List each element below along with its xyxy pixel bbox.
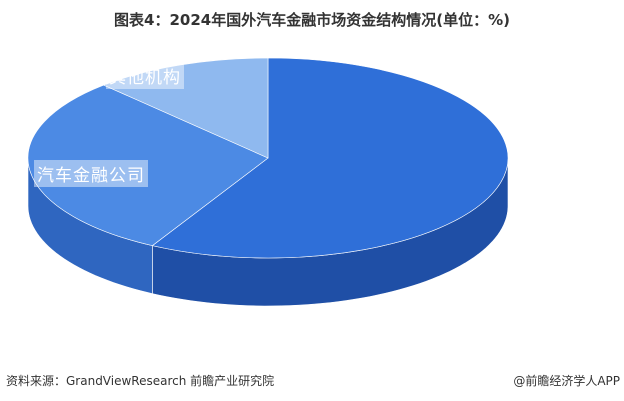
label-auto-finance: 汽车金融公司: [34, 160, 148, 187]
pie-slice-0: [151, 57, 509, 259]
pie-slice-2: [102, 57, 269, 159]
label-bank: 商业银行: [498, 241, 576, 268]
app-credit: @前瞻经济学人APP: [513, 374, 620, 388]
source-note: 资料来源：GrandViewResearch 前瞻产业研究院: [6, 374, 275, 388]
pie-slice-1: [27, 84, 269, 246]
chart-title: 图表4：2024年国外汽车金融市场资金结构情况(单位：%): [114, 11, 510, 29]
label-other: 其他机构: [106, 62, 184, 89]
